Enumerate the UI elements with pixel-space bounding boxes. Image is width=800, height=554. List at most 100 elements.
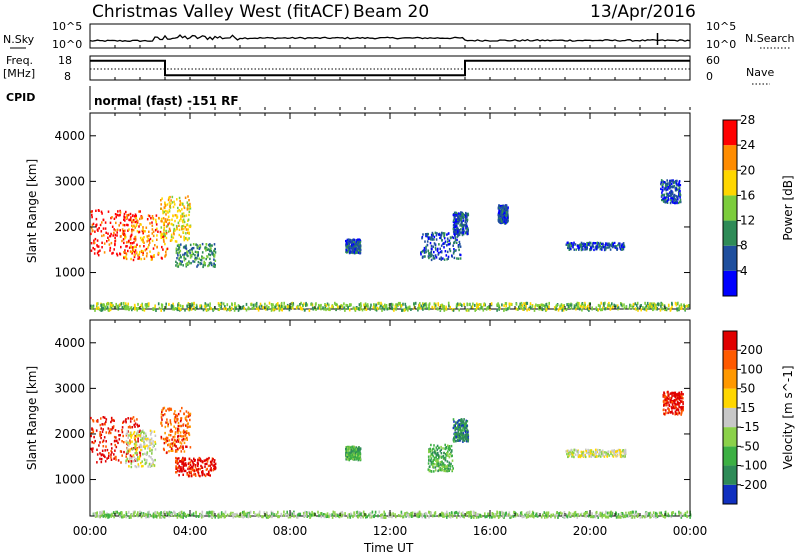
scatter-cell: [676, 407, 678, 410]
scatter-cell: [188, 199, 190, 202]
scatter-cell: [104, 305, 107, 309]
scatter-cell: [354, 248, 356, 251]
scatter-cell: [451, 465, 454, 468]
scatter-cell: [154, 458, 156, 462]
scatter-cell: [446, 258, 448, 261]
scatter-cell: [178, 233, 181, 237]
scatter-cell: [125, 421, 127, 424]
scatter-cell: [181, 406, 183, 410]
scatter-cell: [135, 458, 138, 461]
scatter-cell: [132, 416, 135, 419]
scatter-cell: [166, 436, 169, 440]
scatter-cell: [179, 304, 182, 308]
scatter-cell: [135, 440, 138, 444]
scatter-cell: [114, 429, 117, 432]
scatter-cell: [97, 250, 100, 253]
scatter-cell: [168, 439, 171, 442]
scatter-cell: [456, 238, 458, 241]
scatter-cell: [576, 515, 579, 519]
scatter-cell: [208, 244, 211, 248]
scatter-cell: [680, 411, 683, 415]
scatter-cell: [444, 465, 447, 468]
scatter-cell: [453, 420, 455, 423]
scatter-cell: [209, 305, 211, 309]
scatter-cell: [104, 455, 106, 459]
scatter-cell: [214, 259, 217, 262]
scatter-cell: [675, 398, 677, 401]
scatter-cell: [473, 515, 475, 519]
scatter-cell: [681, 305, 683, 309]
scatter-cell: [104, 307, 106, 311]
scatter-cell: [108, 430, 111, 433]
scatter-cell: [112, 251, 114, 255]
scatter-cell: [637, 308, 639, 312]
scatter-cell: [587, 243, 590, 246]
scatter-cell: [96, 448, 98, 451]
scatter-cell: [169, 419, 172, 422]
scatter-cell: [674, 399, 676, 402]
scatter-cell: [139, 445, 141, 448]
scatter-cell: [141, 308, 144, 312]
velocity-scatter: [90, 390, 692, 519]
scatter-cell: [345, 303, 347, 307]
scatter-cell: [204, 465, 206, 468]
scatter-cell: [620, 451, 622, 454]
scatter-cell: [489, 307, 491, 311]
scatter-cell: [365, 304, 368, 308]
scatter-cell: [576, 244, 579, 248]
scatter-cell: [185, 228, 188, 231]
scatter-cell: [182, 463, 185, 467]
scatter-cell: [175, 240, 178, 243]
scatter-cell: [193, 260, 196, 263]
scatter-cell: [168, 407, 171, 410]
scatter-cell: [203, 473, 206, 476]
scatter-cell: [169, 202, 172, 205]
scatter-cell: [189, 425, 191, 428]
scatter-cell: [102, 416, 105, 419]
scatter-cell: [206, 462, 208, 466]
scatter-cell: [126, 214, 128, 217]
scatter-cell: [141, 215, 143, 219]
scatter-cell: [342, 513, 345, 517]
scatter-cell: [536, 304, 539, 308]
scatter-cell: [171, 444, 174, 447]
scatter-cell: [448, 469, 450, 472]
scatter-cell: [213, 258, 215, 261]
scatter-cell: [666, 184, 668, 187]
scatter-cell: [131, 308, 133, 312]
scatter-cell: [92, 304, 95, 308]
scatter-cell: [162, 437, 165, 441]
scatter-cell: [175, 445, 177, 448]
scatter-cell: [445, 254, 448, 257]
scatter-cell: [134, 447, 137, 451]
scatter-cell: [348, 308, 351, 312]
scatter-cell: [181, 227, 183, 231]
scatter-cell: [615, 455, 617, 458]
scatter-cell: [356, 238, 359, 241]
scatter-cell: [570, 452, 573, 455]
scatter-cell: [268, 301, 271, 305]
scatter-cell: [485, 307, 488, 311]
scatter-cell: [395, 303, 397, 307]
scatter-cell: [178, 219, 181, 222]
scatter-cell: [125, 461, 127, 465]
scatter-cell: [135, 223, 138, 226]
scatter-cell: [577, 305, 580, 309]
scatter-cell: [622, 245, 624, 248]
scatter-cell: [459, 423, 462, 426]
scatter-cell: [437, 462, 440, 465]
scatter-cell: [125, 252, 128, 255]
scatter-cell: [458, 428, 460, 431]
scatter-cell: [272, 303, 274, 307]
scatter-cell: [138, 230, 141, 234]
scatter-cell: [131, 221, 133, 224]
scatter-cell: [172, 223, 175, 227]
scatter-cell: [444, 250, 447, 253]
scatter-cell: [380, 304, 382, 308]
scatter-cell: [132, 459, 135, 463]
scatter-cell: [446, 444, 449, 447]
scatter-cell: [130, 245, 132, 248]
scatter-cell: [450, 444, 453, 448]
scatter-cell: [186, 261, 189, 265]
scatter-cell: [187, 203, 190, 206]
